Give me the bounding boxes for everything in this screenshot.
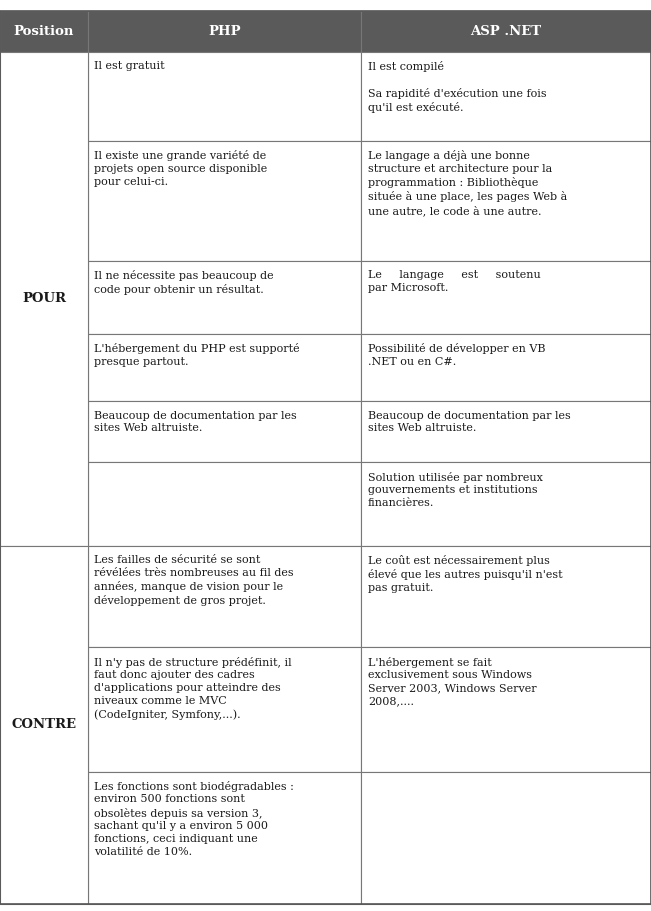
Text: Solution utilisée par nombreux
gouvernements et institutions
financières.: Solution utilisée par nombreux gouvernem… [368,472,543,508]
Bar [88,463,361,546]
Bar [361,141,651,261]
Text: ASP .NET: ASP .NET [471,25,542,37]
Text: Le coût est nécessairement plus
élevé que les autres puisqu'il n'est
pas gratuit: Le coût est nécessairement plus élevé qu… [368,555,562,593]
Bar [0,52,88,546]
Bar [0,546,88,904]
Bar [88,772,361,904]
Text: Possibilité de développer en VB
.NET ou en C#.: Possibilité de développer en VB .NET ou … [368,343,546,367]
Text: Il n'y pas de structure prédéfinit, il
faut donc ajouter des cadres
d'applicatio: Il n'y pas de structure prédéfinit, il f… [94,657,292,720]
Text: Position: Position [14,25,74,37]
Bar [361,52,651,141]
Text: Beaucoup de documentation par les
sites Web altruiste.: Beaucoup de documentation par les sites … [94,411,297,434]
Text: L'hébergement du PHP est supporté
presque partout.: L'hébergement du PHP est supporté presqu… [94,343,300,367]
Bar [88,402,361,463]
Text: Le langage a déjà une bonne
structure et architecture pour la
programmation : Bi: Le langage a déjà une bonne structure et… [368,150,567,216]
Text: Beaucoup de documentation par les
sites Web altruiste.: Beaucoup de documentation par les sites … [368,411,570,434]
Bar [88,52,361,141]
Text: PHP: PHP [208,25,241,37]
Bar [88,141,361,261]
Text: Il existe une grande variété de
projets open source disponible
pour celui-ci.: Il existe une grande variété de projets … [94,150,268,187]
Bar [361,772,651,904]
Bar [88,334,361,402]
Bar [361,546,651,648]
Text: CONTRE: CONTRE [12,718,76,732]
Bar [0,11,88,52]
Bar [361,11,651,52]
Text: Le     langage     est     soutenu
par Microsoft.: Le langage est soutenu par Microsoft. [368,271,540,293]
Text: POUR: POUR [22,292,66,305]
Text: Les fonctions sont biodégradables :
environ 500 fonctions sont
obsolètes depuis : Les fonctions sont biodégradables : envi… [94,781,294,857]
Bar [361,334,651,402]
Bar [88,648,361,772]
Bar [361,402,651,463]
Bar [361,648,651,772]
Text: L'hébergement se fait
exclusivement sous Windows
Server 2003, Windows Server
200: L'hébergement se fait exclusivement sous… [368,657,536,706]
Text: Il ne nécessite pas beaucoup de
code pour obtenir un résultat.: Il ne nécessite pas beaucoup de code pou… [94,271,274,295]
Bar [361,463,651,546]
Bar [88,11,361,52]
Text: Il est gratuit: Il est gratuit [94,61,165,71]
Bar [361,261,651,334]
Text: Les failles de sécurité se sont
révélées très nombreuses au fil des
années, manq: Les failles de sécurité se sont révélées… [94,555,294,606]
Text: Il est compilé

Sa rapidité d'exécution une fois
qu'il est exécuté.: Il est compilé Sa rapidité d'exécution u… [368,61,546,113]
Bar [88,261,361,334]
Bar [88,546,361,648]
